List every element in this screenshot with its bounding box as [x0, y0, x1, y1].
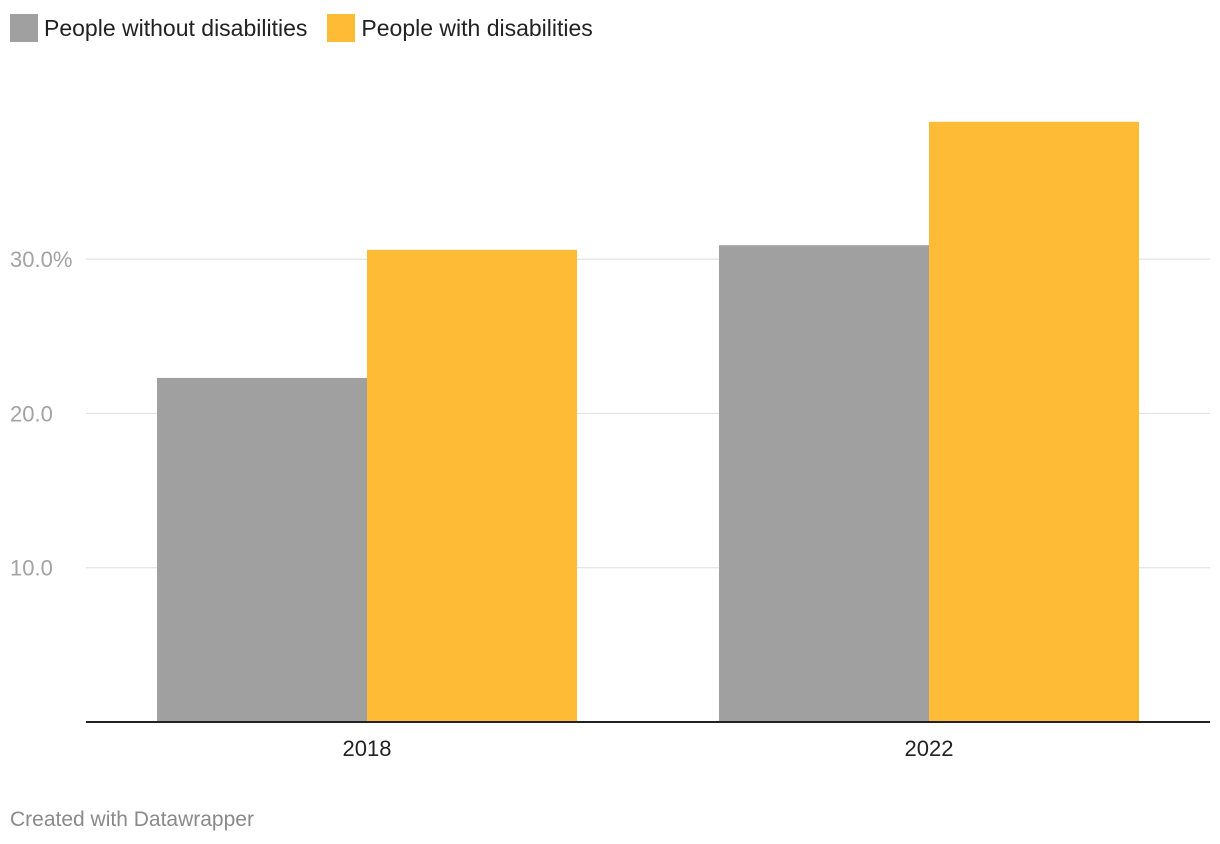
legend-swatch-with-disabilities [327, 14, 356, 42]
y-tick-label-2: 30.0% [10, 247, 72, 272]
footer-credit: Created with Datawrapper [10, 808, 254, 831]
legend-label-with-disabilities: People with disabilities [361, 14, 593, 41]
bar-2022-series-0 [719, 245, 929, 722]
legend-item-with-disabilities: People with disabilities [327, 14, 593, 42]
bar-2022-series-1 [929, 121, 1139, 722]
x-tick-label-2018: 2018 [343, 736, 392, 761]
bar-2018-series-1 [367, 249, 577, 723]
y-tick-label-1: 20.0 [10, 401, 53, 426]
x-tick-label-2022: 2022 [905, 736, 954, 761]
y-tick-label-0: 10.0 [10, 556, 53, 581]
legend-label-without-disabilities: People without disabilities [44, 14, 308, 41]
bar-2018-series-0 [157, 377, 367, 722]
legend: People without disabilities People with … [10, 12, 613, 44]
bar-chart: 10.0 20.0 30.0% 2018 2022 [10, 121, 1210, 761]
legend-item-without-disabilities: People without disabilities [10, 14, 307, 42]
legend-swatch-without-disabilities [10, 14, 38, 42]
